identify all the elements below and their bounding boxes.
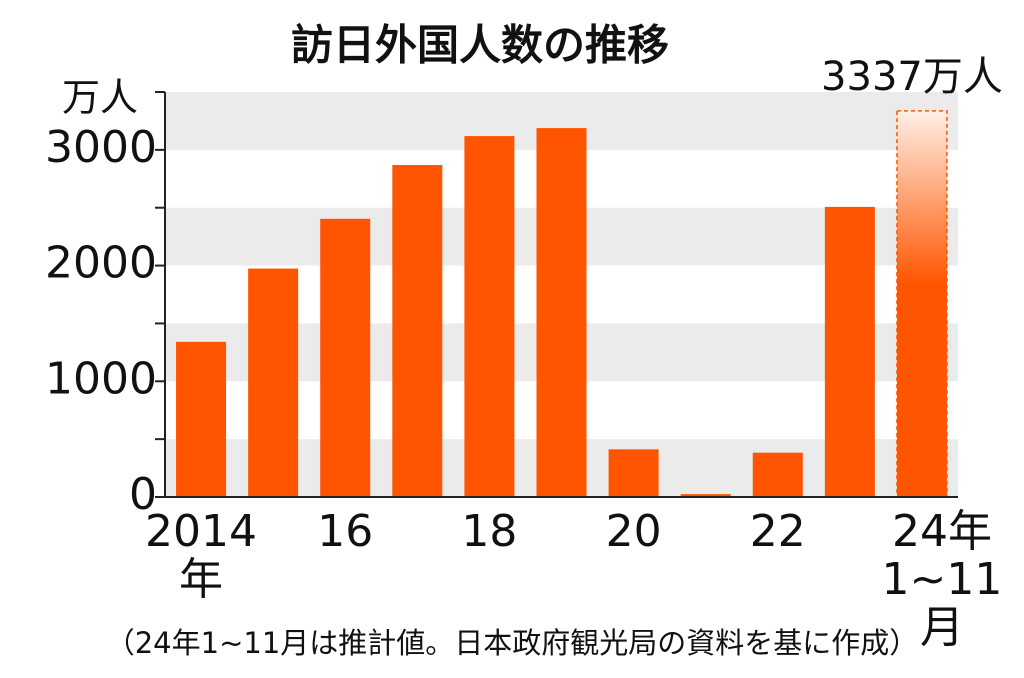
y-unit: 万人 (62, 76, 138, 120)
x-tick-label: 2014 年 (145, 506, 258, 605)
x-tick-label: 22 (749, 506, 806, 557)
bar (392, 165, 443, 497)
note: （24年1~11月は推計値。日本政府観光局の資料を基に作成） (106, 626, 919, 660)
bar (176, 341, 227, 497)
x-tick-label: 18 (461, 506, 518, 557)
chart-title: 訪日外国人数の推移 (291, 21, 669, 70)
bar (896, 110, 948, 498)
bar (680, 494, 731, 497)
x-tick-label: 20 (605, 506, 662, 557)
x-tick-label: 24年 1~11月 (881, 506, 1003, 653)
y-tick-label: 1000 (45, 353, 157, 404)
bar (536, 128, 587, 498)
value-label: 3337万人 (821, 54, 1003, 100)
y-tick-label: 3000 (45, 122, 157, 173)
bar (608, 449, 659, 497)
bar (320, 218, 371, 497)
bar (824, 206, 875, 497)
y-tick-label: 2000 (45, 238, 157, 289)
bar (464, 136, 515, 497)
bar (248, 268, 299, 497)
bar (752, 452, 803, 497)
x-tick-label: 16 (317, 506, 374, 557)
y-tick-label: 0 (129, 469, 157, 520)
